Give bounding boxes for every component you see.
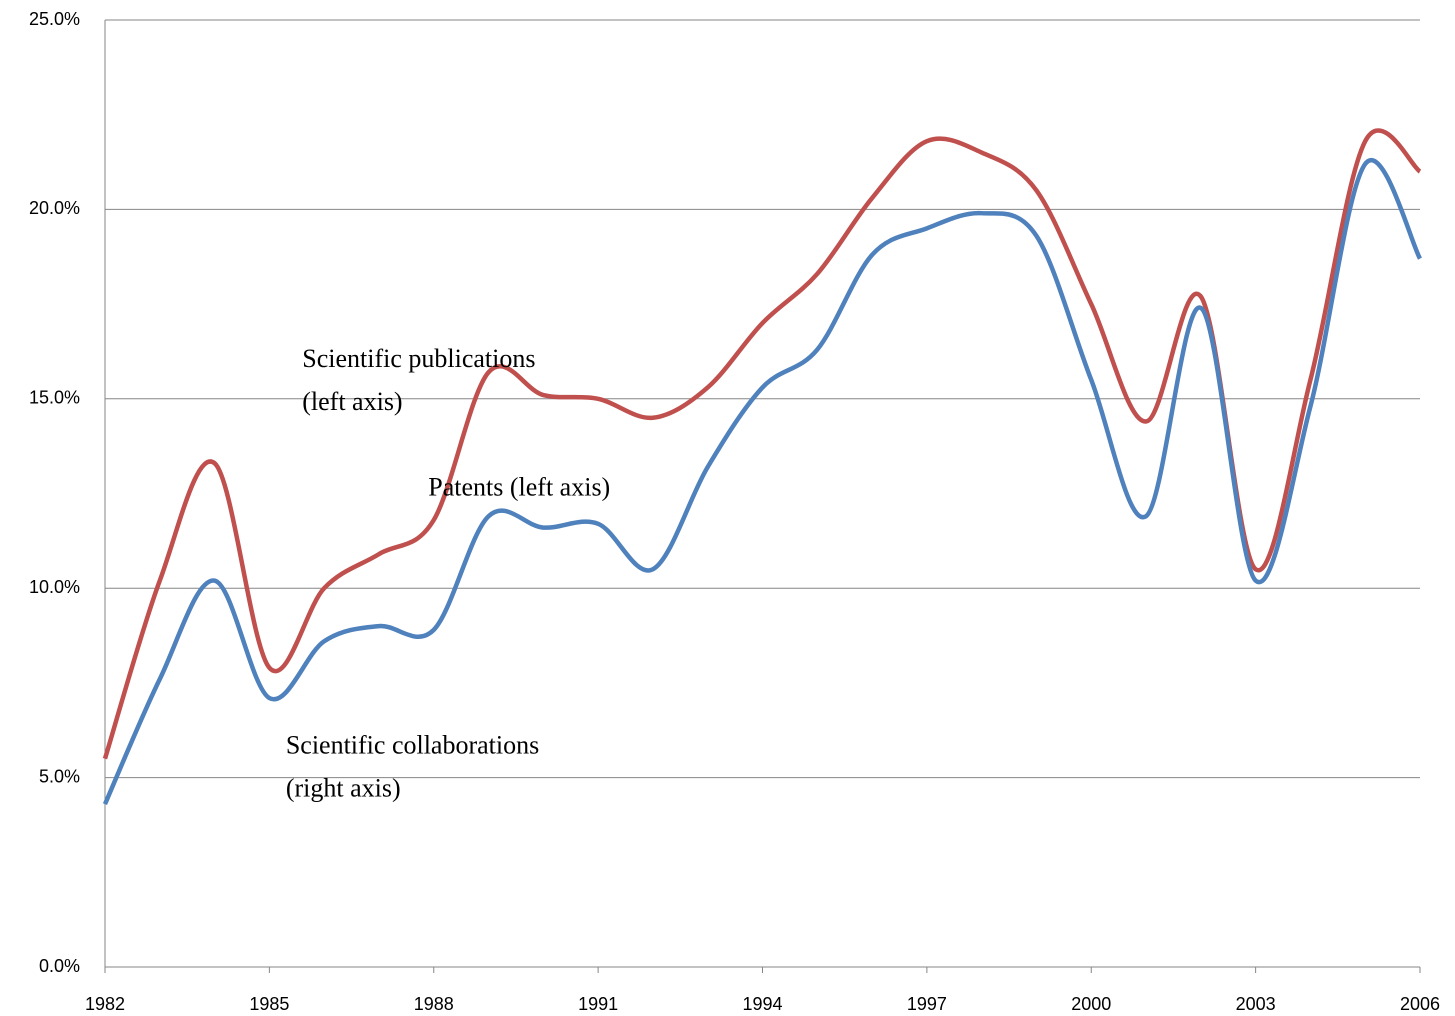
y-tick-label: 15.0% — [29, 388, 80, 408]
y-tick-label: 20.0% — [29, 198, 80, 218]
x-tick-label: 2006 — [1400, 994, 1440, 1014]
y-tick-label: 25.0% — [29, 9, 80, 29]
x-tick-label: 1985 — [249, 994, 289, 1014]
annotation: (right axis) — [286, 773, 401, 802]
x-tick-label: 1988 — [414, 994, 454, 1014]
x-tick-label: 2003 — [1236, 994, 1276, 1014]
x-tick-label: 1991 — [578, 994, 618, 1014]
line-series — [102, 158, 1423, 806]
x-tick-label: 1994 — [742, 994, 782, 1014]
annotation: Scientific collaborations — [286, 730, 539, 759]
annotation: Scientific publications — [302, 344, 535, 373]
y-tick-label: 5.0% — [39, 766, 80, 786]
x-tick-label: 2000 — [1071, 994, 1111, 1014]
y-tick-label: 0.0% — [39, 956, 80, 976]
x-tick-label: 1997 — [907, 994, 947, 1014]
x-tick-label: 1982 — [85, 994, 125, 1014]
line-series — [102, 128, 1422, 760]
annotation: Patents (left axis) — [428, 473, 610, 502]
y-tick-label: 10.0% — [29, 577, 80, 597]
annotation: (left axis) — [302, 387, 402, 416]
